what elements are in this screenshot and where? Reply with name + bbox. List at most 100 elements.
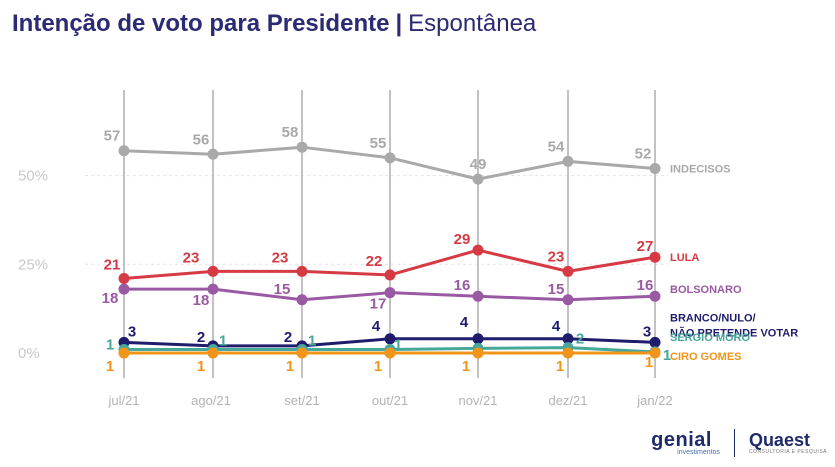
data-point-lula <box>472 244 484 256</box>
title-main: Intenção de voto para Presidente <box>12 10 390 37</box>
data-point-ciro-gomes <box>296 347 308 359</box>
data-label-ciro-gomes: 1 <box>106 358 114 375</box>
data-label-sergio-moro: 1 <box>394 336 402 353</box>
series-layer <box>118 141 661 359</box>
data-label-ciro-gomes: 1 <box>645 354 653 371</box>
data-label-branco-nulo-n-o-pretende-votar: 2 <box>284 329 292 346</box>
legend-label-sergio-moro: SERGIO MORO <box>670 332 751 344</box>
data-label-bolsonaro: 16 <box>637 277 654 294</box>
data-label-ciro-gomes: 1 <box>462 358 470 375</box>
data-label-bolsonaro: 18 <box>102 290 119 307</box>
data-label-indecisos: 58 <box>282 124 299 141</box>
data-label-lula: 27 <box>637 238 654 255</box>
data-label-branco-nulo-n-o-pretende-votar: 2 <box>197 329 205 346</box>
data-label-lula: 23 <box>272 249 289 266</box>
data-point-lula <box>384 269 396 281</box>
x-tick-label: dez/21 <box>548 393 587 408</box>
data-label-indecisos: 56 <box>193 131 210 148</box>
data-point-branco-nulo-n-o-pretende-votar <box>649 336 661 348</box>
chart-title: Intenção de voto para Presidente | Espontâ… <box>12 10 536 38</box>
data-point-lula <box>207 265 219 277</box>
data-label-bolsonaro: 18 <box>193 292 210 309</box>
data-point-indecisos <box>384 152 396 164</box>
data-point-branco-nulo-n-o-pretende-votar <box>472 333 484 345</box>
data-label-indecisos: 52 <box>635 145 652 162</box>
data-label-sergio-moro: 1 <box>308 332 316 349</box>
quaest-logo-tag: CONSULTORIA E PESQUISA <box>748 449 827 455</box>
data-label-indecisos: 55 <box>370 135 387 152</box>
data-label-bolsonaro: 15 <box>274 281 291 298</box>
y-tick-label: 25% <box>18 256 48 273</box>
data-point-bolsonaro <box>207 283 219 295</box>
grid-layer <box>85 90 668 378</box>
data-point-ciro-gomes <box>472 347 484 359</box>
data-point-ciro-gomes <box>118 347 130 359</box>
data-point-lula <box>118 272 130 284</box>
data-label-indecisos: 49 <box>470 156 487 173</box>
x-tick-label: nov/21 <box>458 393 497 408</box>
data-label-sergio-moro: 1 <box>219 332 227 349</box>
data-point-ciro-gomes <box>207 347 219 359</box>
data-point-indecisos <box>472 173 484 185</box>
data-label-branco-nulo-n-o-pretende-votar: 4 <box>460 314 469 331</box>
quaest-logo: Quaest CONSULTORIA E PESQUISA <box>749 431 827 455</box>
data-point-ciro-gomes <box>649 347 661 359</box>
data-point-indecisos <box>118 145 130 157</box>
data-label-sergio-moro: 1 <box>663 347 671 364</box>
data-point-bolsonaro <box>384 287 396 299</box>
data-label-branco-nulo-n-o-pretende-votar: 4 <box>372 318 381 335</box>
data-label-ciro-gomes: 1 <box>197 358 205 375</box>
genial-logo-tag: investimentos <box>677 448 720 456</box>
data-label-ciro-gomes: 1 <box>556 358 564 375</box>
data-label-indecisos: 54 <box>548 138 565 155</box>
data-label-bolsonaro: 17 <box>370 296 387 313</box>
genial-logo: genial investimentos <box>651 428 720 456</box>
data-point-bolsonaro <box>562 294 574 306</box>
data-label-lula: 29 <box>454 231 471 248</box>
legend-label-bolsonaro: BOLSONARO <box>670 284 742 296</box>
data-label-lula: 23 <box>183 249 200 266</box>
data-point-ciro-gomes <box>562 347 574 359</box>
data-label-ciro-gomes: 1 <box>286 358 294 375</box>
x-tick-label: jan/22 <box>636 393 672 408</box>
data-point-lula <box>649 251 661 263</box>
legend-label-lula: LULA <box>670 252 699 264</box>
y-tick-label: 0% <box>18 345 40 362</box>
data-label-sergio-moro: 1 <box>106 336 114 353</box>
quaest-logo-word: Quaest <box>748 430 810 450</box>
data-label-lula: 23 <box>548 248 565 265</box>
data-point-lula <box>562 265 574 277</box>
data-label-ciro-gomes: 1 <box>374 358 382 375</box>
data-point-branco-nulo-n-o-pretende-votar <box>384 333 396 345</box>
data-point-branco-nulo-n-o-pretende-votar <box>562 333 574 345</box>
legend-label-indecisos: INDECISOS <box>670 163 731 175</box>
data-label-bolsonaro: 15 <box>548 281 565 298</box>
genial-logo-word: genial <box>651 428 712 451</box>
data-point-bolsonaro <box>296 294 308 306</box>
data-point-ciro-gomes <box>384 347 396 359</box>
labels-layer: 0% 25% 50% jul/21 ago/21 set/21 out/21 nov/21 de… <box>18 124 798 408</box>
data-label-branco-nulo-n-o-pretende-votar: 4 <box>552 318 561 335</box>
data-label-lula: 21 <box>104 256 121 273</box>
title-subtitle: Espontânea <box>408 10 537 37</box>
data-point-lula <box>296 265 308 277</box>
data-label-branco-nulo-n-o-pretende-votar: 3 <box>128 323 136 340</box>
x-tick-label: set/21 <box>284 393 319 408</box>
data-point-indecisos <box>562 155 574 167</box>
data-label-indecisos: 57 <box>104 128 121 145</box>
data-point-bolsonaro <box>472 290 484 302</box>
x-tick-label: jul/21 <box>107 393 139 408</box>
title-separator: | <box>395 10 403 37</box>
legend-label-branco-nulo-n-o-pretende-votar: BRANCO/NULO/ <box>670 312 756 324</box>
data-point-indecisos <box>296 141 308 153</box>
data-point-indecisos <box>649 162 661 174</box>
data-label-branco-nulo-n-o-pretende-votar: 3 <box>643 323 651 340</box>
y-tick-label: 50% <box>18 168 48 185</box>
data-point-bolsonaro <box>118 283 130 295</box>
logo-divider <box>733 429 735 457</box>
x-tick-label: ago/21 <box>191 393 231 408</box>
legend-label-ciro-gomes: CIRO GOMES <box>670 351 742 363</box>
data-label-sergio-moro: 2 <box>576 331 584 348</box>
data-label-lula: 22 <box>366 253 383 270</box>
